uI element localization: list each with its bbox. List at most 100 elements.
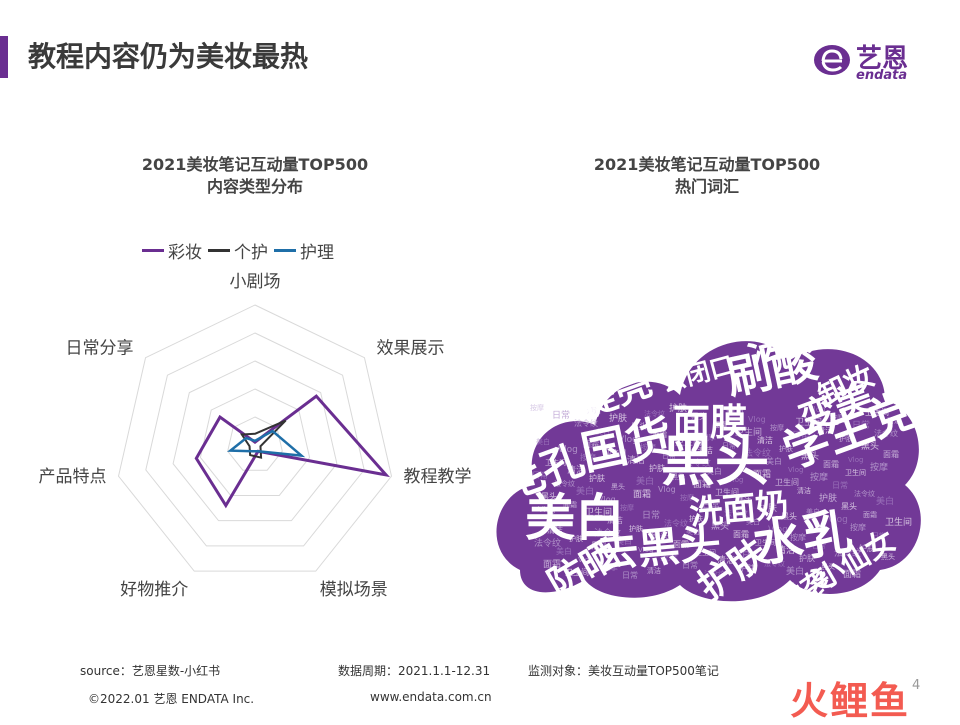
wordcloud-filler-word: 清洁 xyxy=(627,454,645,466)
wordcloud-filler-word: 护肤 xyxy=(689,514,703,523)
wordcloud-filler-word: 黑头 xyxy=(651,531,669,542)
radar-axis-label: 小剧场 xyxy=(230,272,281,292)
wordcloud-filler-word: 按摩 xyxy=(530,403,544,412)
wordcloud-filler-word: 面霜 xyxy=(583,440,599,449)
wordcloud-word: 美白 xyxy=(525,489,625,547)
wordcloud-filler-word: 卫生间 xyxy=(795,416,822,428)
radar-axis-label: 效果展示 xyxy=(376,339,444,359)
legend-label-gehu: 个护 xyxy=(234,242,268,263)
wordcloud-filler-word: 清洁 xyxy=(607,515,623,525)
wordcloud-title-line2: 热门词汇 xyxy=(674,177,739,196)
radar-series-2 xyxy=(226,429,306,458)
wordcloud-filler-word: 护肤 xyxy=(759,502,777,514)
word-cloud: 按摩面霜美白护肤日常卫生间Vlog黑头法令纹清洁按摩面霜美白护肤日常卫生间Vlo… xyxy=(496,302,923,623)
wordcloud-filler-word: 日常 xyxy=(722,441,736,450)
wordcloud-filler-word: 黑头 xyxy=(821,562,835,571)
endata-logo-icon xyxy=(814,45,850,75)
wordcloud-filler-word: 日常 xyxy=(832,481,848,490)
wordcloud-filler-word: 卫生间 xyxy=(715,487,739,497)
page-title: 教程内容仍为美妆最热 xyxy=(28,40,309,73)
wordcloud-filler-word: 美白 xyxy=(876,495,894,507)
wordcloud-filler-word: 面霜 xyxy=(843,569,861,580)
wordcloud-filler-word: 面霜 xyxy=(563,501,577,509)
wordcloud-filler-word: 按摩 xyxy=(810,471,828,483)
wordcloud-filler-word: Vlog xyxy=(538,505,556,514)
wordcloud-filler-word: 清洁 xyxy=(567,464,585,476)
wordcloud-filler-word: 法令纹 xyxy=(534,537,561,549)
legend-label-caizhuang: 彩妆 xyxy=(168,242,202,263)
wordcloud-filler-word: 面霜 xyxy=(733,530,749,539)
wordcloud-filler-word: 美白 xyxy=(596,427,610,436)
wordcloud-filler-word: 美白 xyxy=(706,466,722,476)
wordcloud-filler-word: 黑头 xyxy=(841,501,857,511)
wordcloud-filler-word: 按摩 xyxy=(830,413,844,422)
wordcloud-filler-word: 法令纹 xyxy=(744,447,771,459)
wordcloud-filler-word: 法令纹 xyxy=(704,569,725,578)
radar-legend: 彩妆 个护 护理 xyxy=(142,238,340,263)
wordcloud-filler-word: 法令纹 xyxy=(684,457,711,469)
wordcloud-filler-word: 清洁 xyxy=(757,435,773,445)
wordcloud-filler-word: 卫生间 xyxy=(585,506,612,518)
wordcloud-filler-word: 清洁 xyxy=(547,525,563,535)
wordcloud-filler-word: 按摩 xyxy=(580,452,596,462)
wordcloud-filler-word: 面霜 xyxy=(653,431,667,439)
endata-logo: 艺恩 endata xyxy=(812,38,932,86)
wordcloud-filler-word: Vlog xyxy=(748,415,766,424)
wordcloud-filler-word: Vlog xyxy=(558,445,578,455)
wordcloud-filler-word: Vlog xyxy=(638,546,653,554)
page-number: 4 xyxy=(912,678,921,693)
wordcloud-filler-word: Vlog xyxy=(728,476,743,484)
wordcloud-filler-word: 日常 xyxy=(662,451,676,460)
wordcloud-filler-word: 黑头 xyxy=(781,511,797,521)
footer-website[interactable]: www.endata.com.cn xyxy=(370,690,492,704)
legend-item-huli: 护理 xyxy=(274,238,334,263)
wordcloud-filler-word: 护肤 xyxy=(649,463,665,473)
wordcloud-filler-word: 按摩 xyxy=(790,532,806,542)
wordcloud-filler-word: 护肤 xyxy=(629,524,643,533)
wordcloud-filler-word: 卫生间 xyxy=(775,477,799,487)
wordcloud-filler-word: 日常 xyxy=(742,551,758,560)
wordcloud-filler-word: 按摩 xyxy=(870,461,888,473)
wordcloud-filler-word: 美白 xyxy=(726,405,744,417)
wordcloud-filler-word: 护肤 xyxy=(799,553,815,563)
wordcloud-filler-word: 按摩 xyxy=(680,493,694,502)
radar-grid-ring xyxy=(117,304,393,572)
wordcloud-filler-word: Vlog xyxy=(618,435,638,445)
wordcloud-filler-word: 面霜 xyxy=(693,479,711,490)
radar-series-1 xyxy=(240,419,287,459)
footer-target: 监测对象：美妆互动量TOP500笔记 xyxy=(528,664,719,678)
legend-item-gehu: 个护 xyxy=(208,238,268,263)
wordcloud-filler-word: 美白 xyxy=(556,546,572,556)
radar-axis-label: 教程教学 xyxy=(403,467,471,487)
wordcloud-filler-word: 按摩 xyxy=(850,522,866,532)
wordcloud-filler-word: 日常 xyxy=(702,499,720,511)
wordcloud-filler-word: 清洁 xyxy=(587,406,601,415)
footer-period: 数据周期：2021.1.1-12.31 xyxy=(338,664,491,678)
wordcloud-filler-word: 清洁 xyxy=(647,566,661,575)
wordcloud-filler-word: 清洁 xyxy=(697,445,713,455)
wordcloud-filler-word: 日常 xyxy=(532,471,548,480)
wordcloud-filler-word: 卫生间 xyxy=(865,407,889,417)
wordcloud-filler-word: 卫生间 xyxy=(565,567,589,577)
wordcloud-filler-word: 美白 xyxy=(786,565,804,577)
wordcloud-filler-word: 黑头 xyxy=(611,482,625,491)
wordcloud-filler-word: 法令纹 xyxy=(574,418,598,428)
wordcloud-filler-word: 法令纹 xyxy=(854,489,875,498)
radar-title-line2: 内容类型分布 xyxy=(206,177,303,196)
wordcloud-filler-word: 日常 xyxy=(552,409,570,421)
wordcloud-filler-word: Vlog xyxy=(828,515,848,525)
wordcloud-filler-word: Vlog xyxy=(598,495,616,504)
wordcloud-filler-word: 清洁 xyxy=(777,544,795,556)
wordcloud-word: 黑头 xyxy=(661,430,769,493)
wordcloud-filler-word: 面霜 xyxy=(713,421,727,429)
radar-axis-label: 日常分享 xyxy=(66,339,134,359)
wordcloud-filler-word: 卫生间 xyxy=(695,548,716,557)
wordcloud-filler-word: 黑头 xyxy=(541,491,557,501)
wordcloud-filler-word: 面霜 xyxy=(863,511,877,519)
wordcloud-filler-word: Vlog xyxy=(658,485,676,494)
wordcloud-filler-word: 护肤 xyxy=(859,543,875,553)
wordcloud-filler-word: 法令纹 xyxy=(644,409,665,418)
wordcloud-filler-word: 护肤 xyxy=(839,434,853,443)
legend-swatch-huli xyxy=(274,248,296,252)
